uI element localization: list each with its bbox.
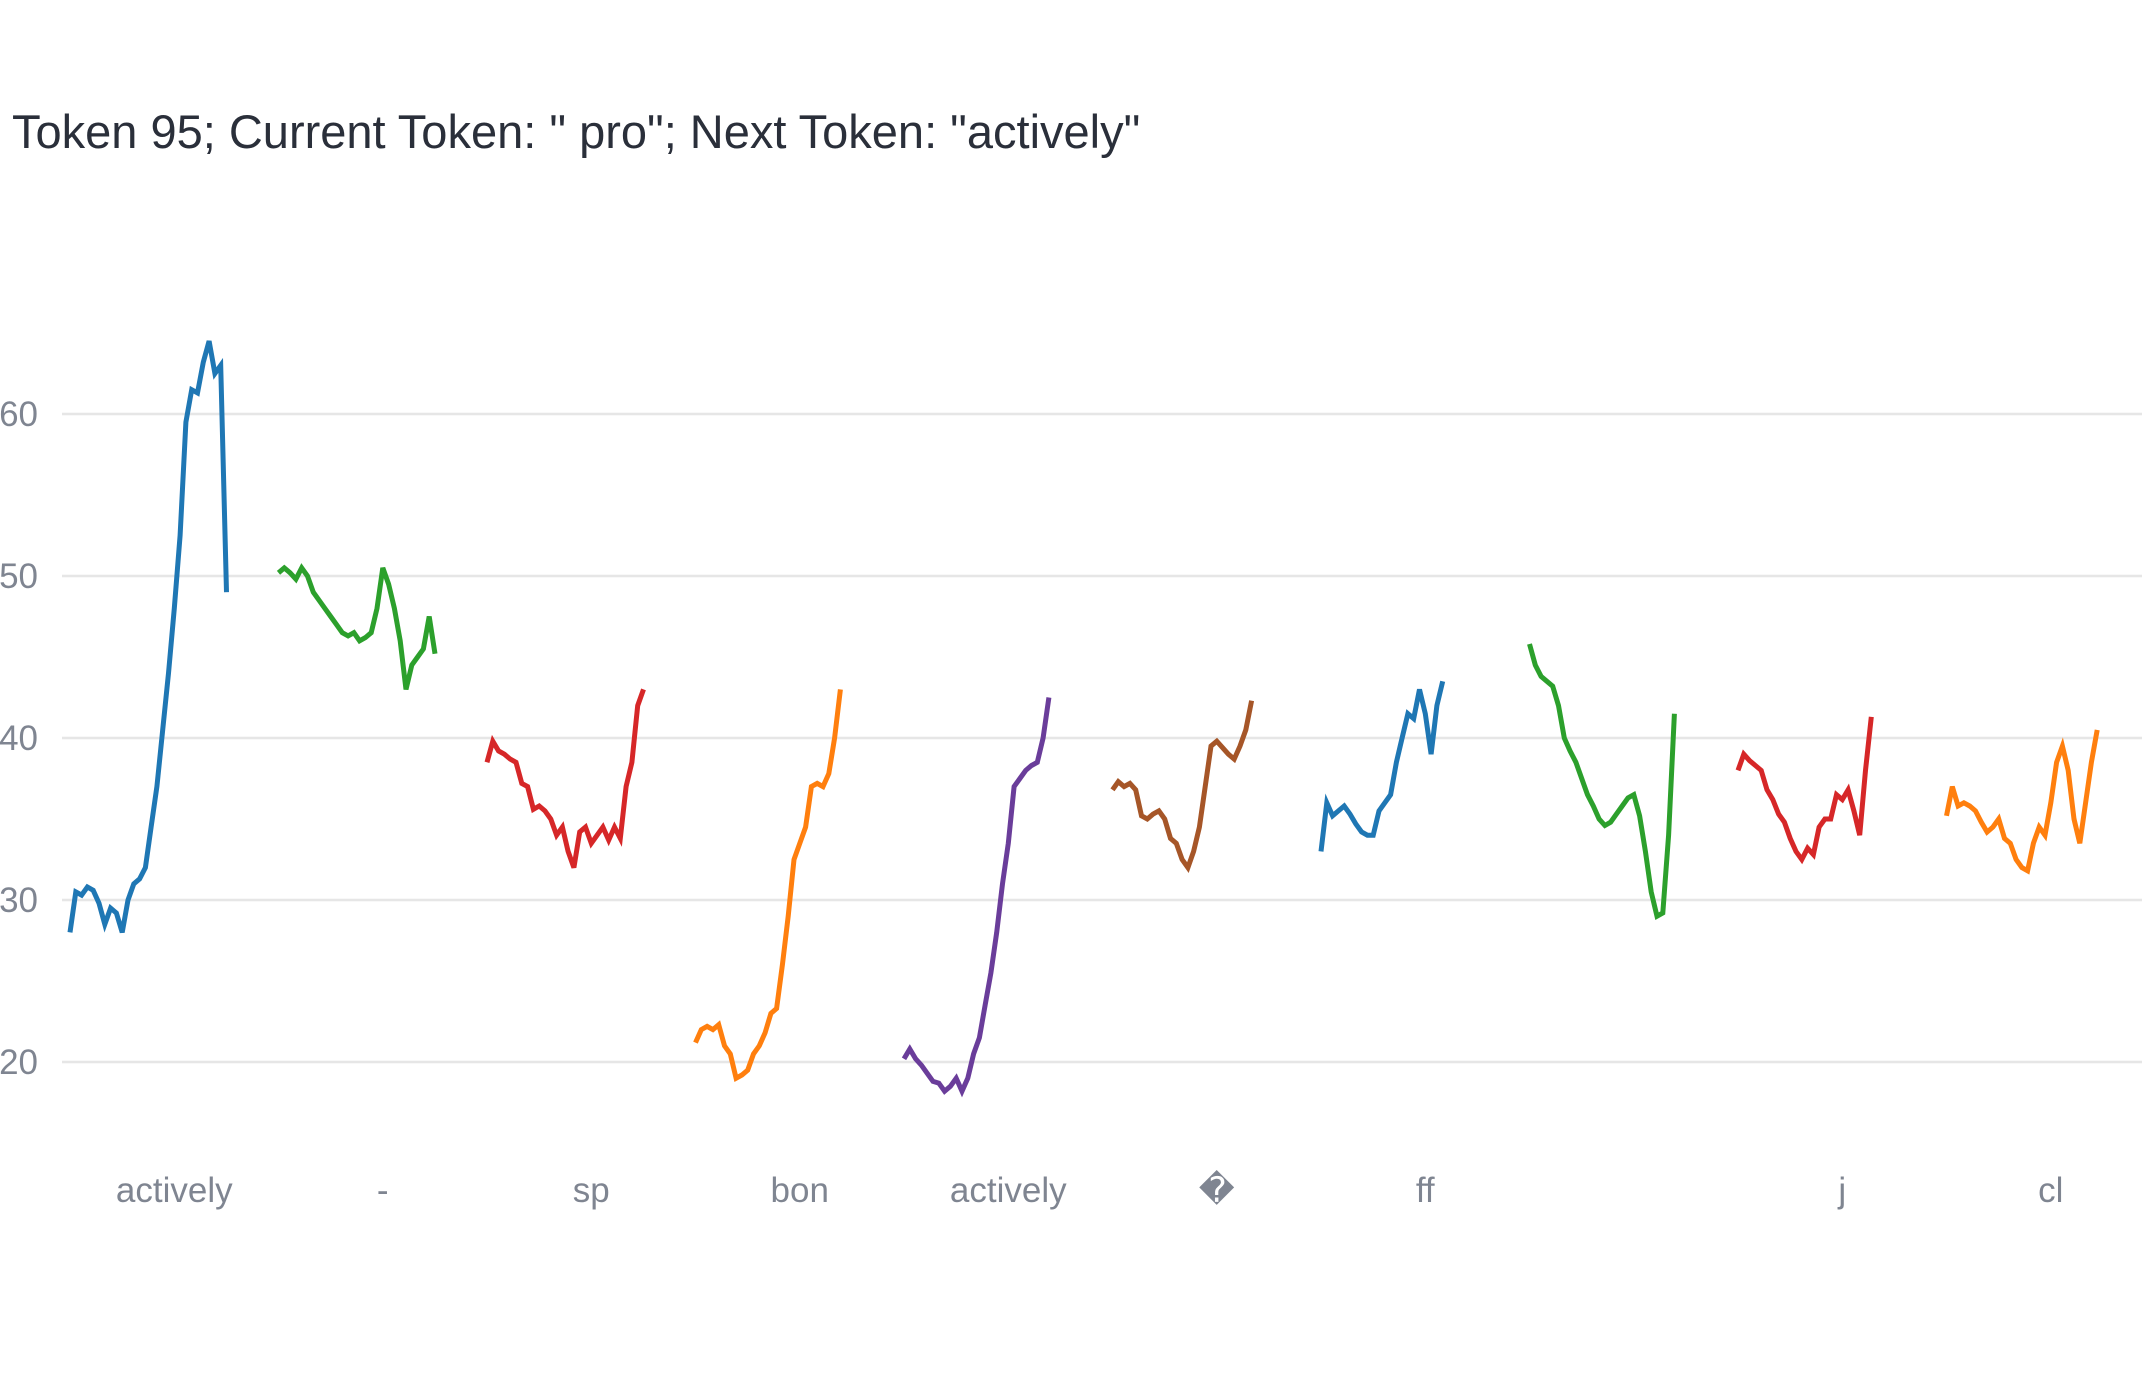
x-tick-label: � xyxy=(1199,1169,1235,1210)
y-tick-label: 60 xyxy=(0,395,38,434)
x-tick-label: actively xyxy=(950,1171,1067,1210)
series-line-4 xyxy=(693,689,843,1082)
y-tick-label: 30 xyxy=(0,881,38,920)
x-tick-label: sp xyxy=(573,1171,610,1210)
series-line-8 xyxy=(1527,643,1677,920)
x-tick-label: j xyxy=(1837,1171,1846,1210)
series-line-7 xyxy=(1318,680,1446,852)
series-line-3 xyxy=(484,688,646,869)
x-tick-label: actively xyxy=(116,1171,233,1210)
series-line-1 xyxy=(67,340,229,934)
series-line-6 xyxy=(1110,700,1255,873)
y-tick-label: 50 xyxy=(0,557,38,596)
x-tick-label: - xyxy=(377,1171,389,1210)
x-tick-label: cl xyxy=(2038,1171,2063,1210)
series-line-9 xyxy=(1735,716,1874,865)
y-axis-ticks: 20 30 40 50 60 xyxy=(0,395,38,1082)
y-tick-label: 20 xyxy=(0,1043,38,1082)
x-tick-label: ff xyxy=(1416,1171,1435,1210)
chart-title: Token 95; Current Token: " pro"; Next To… xyxy=(12,105,1140,158)
series-line-5 xyxy=(901,697,1052,1098)
y-tick-label: 40 xyxy=(0,719,38,758)
gridlines xyxy=(62,412,2142,1064)
series-line-2 xyxy=(276,563,438,690)
series-lines xyxy=(67,340,2100,1098)
series-line-10 xyxy=(1944,729,2100,875)
x-axis-ticks: actively - sp bon actively � ff j cl xyxy=(116,1169,2064,1210)
x-tick-label: bon xyxy=(771,1171,829,1210)
